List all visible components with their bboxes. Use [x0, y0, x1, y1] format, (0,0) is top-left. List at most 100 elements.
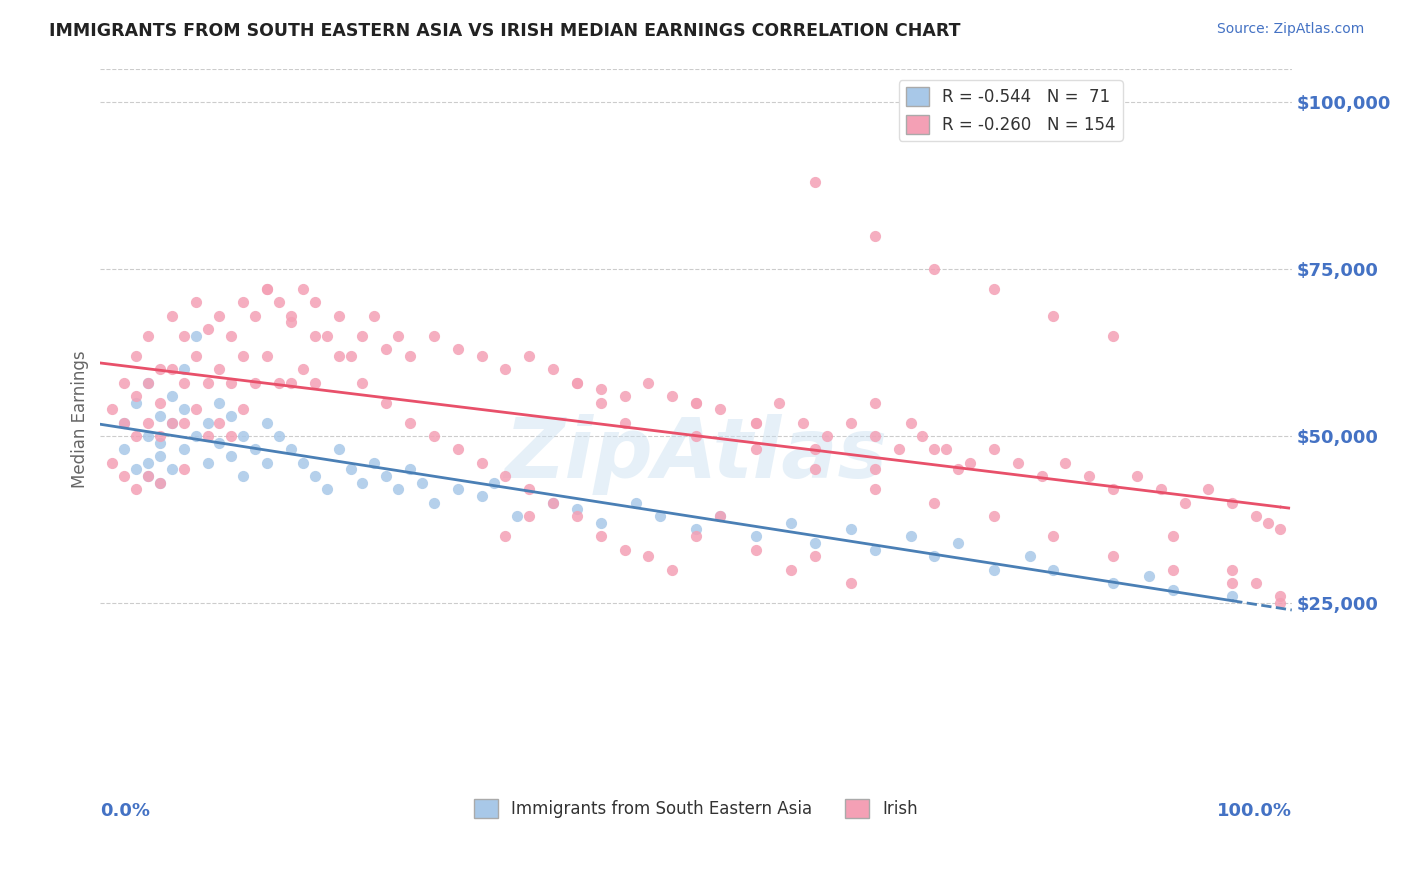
Point [375, 342, 398, 356]
Point [232, 402, 254, 417]
Point [1126, 469, 1149, 483]
Legend: Immigrants from South Eastern Asia, Irish: Immigrants from South Eastern Asia, Iris… [468, 792, 924, 825]
Point [565, 376, 588, 390]
Point [685, 529, 707, 543]
Point [363, 456, 385, 470]
Point [924, 549, 946, 564]
Point [291, 282, 314, 296]
Point [136, 416, 159, 430]
Point [804, 175, 827, 189]
Point [173, 328, 195, 343]
Point [184, 429, 207, 443]
Y-axis label: Median Earnings: Median Earnings [72, 351, 89, 488]
Point [112, 416, 135, 430]
Point [447, 442, 470, 457]
Point [626, 496, 648, 510]
Point [136, 429, 159, 443]
Point [1137, 569, 1160, 583]
Point [900, 416, 922, 430]
Point [1102, 576, 1125, 591]
Point [411, 475, 433, 490]
Point [863, 462, 886, 476]
Point [565, 509, 588, 524]
Point [983, 563, 1005, 577]
Point [685, 429, 707, 443]
Point [149, 409, 172, 423]
Point [363, 309, 385, 323]
Point [267, 376, 290, 390]
Point [221, 376, 243, 390]
Point [256, 349, 278, 363]
Point [375, 395, 398, 409]
Point [184, 328, 207, 343]
Point [541, 496, 564, 510]
Point [1161, 563, 1184, 577]
Point [160, 462, 183, 476]
Point [1078, 469, 1101, 483]
Point [125, 429, 148, 443]
Point [946, 536, 969, 550]
Point [839, 523, 862, 537]
Point [112, 416, 135, 430]
Point [1220, 589, 1243, 603]
Point [221, 409, 243, 423]
Point [613, 542, 636, 557]
Point [256, 456, 278, 470]
Point [328, 309, 350, 323]
Point [471, 349, 494, 363]
Point [208, 435, 231, 450]
Point [780, 516, 803, 530]
Point [471, 456, 494, 470]
Point [173, 462, 195, 476]
Point [339, 349, 361, 363]
Text: 100.0%: 100.0% [1216, 802, 1292, 820]
Point [304, 469, 326, 483]
Point [471, 489, 494, 503]
Point [149, 429, 172, 443]
Point [709, 509, 731, 524]
Point [232, 349, 254, 363]
Point [149, 475, 172, 490]
Point [661, 389, 683, 403]
Point [1018, 549, 1040, 564]
Point [208, 309, 231, 323]
Point [291, 362, 314, 376]
Point [399, 349, 422, 363]
Point [589, 516, 612, 530]
Point [149, 435, 172, 450]
Point [280, 315, 302, 329]
Point [863, 483, 886, 497]
Point [208, 416, 231, 430]
Point [565, 502, 588, 516]
Point [589, 395, 612, 409]
Point [1268, 589, 1291, 603]
Point [221, 449, 243, 463]
Point [160, 389, 183, 403]
Point [328, 442, 350, 457]
Point [280, 309, 302, 323]
Point [125, 462, 148, 476]
Point [685, 523, 707, 537]
Point [160, 416, 183, 430]
Point [744, 529, 766, 543]
Point [184, 402, 207, 417]
Point [112, 469, 135, 483]
Point [613, 416, 636, 430]
Point [280, 442, 302, 457]
Point [983, 442, 1005, 457]
Point [935, 442, 957, 457]
Point [232, 295, 254, 310]
Point [352, 376, 374, 390]
Point [447, 342, 470, 356]
Text: 0.0%: 0.0% [100, 802, 150, 820]
Point [125, 395, 148, 409]
Point [304, 376, 326, 390]
Point [1042, 529, 1064, 543]
Point [911, 429, 934, 443]
Point [221, 328, 243, 343]
Point [304, 328, 326, 343]
Point [173, 362, 195, 376]
Point [517, 509, 540, 524]
Point [208, 395, 231, 409]
Point [1031, 469, 1053, 483]
